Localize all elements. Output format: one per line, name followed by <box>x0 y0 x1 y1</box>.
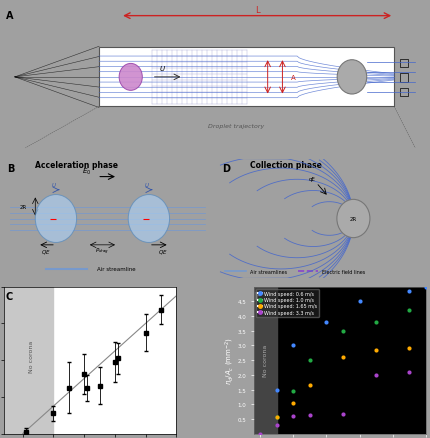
Text: D: D <box>222 163 230 173</box>
Circle shape <box>119 64 142 91</box>
Text: No corona: No corona <box>263 344 268 376</box>
Bar <box>400 60 408 68</box>
Text: $QE$: $QE$ <box>159 247 168 255</box>
Circle shape <box>35 195 77 243</box>
Circle shape <box>337 60 367 95</box>
Text: Collection phase: Collection phase <box>250 161 322 170</box>
Text: qE: qE <box>309 177 316 182</box>
Text: C: C <box>6 291 13 301</box>
Text: 2R: 2R <box>350 216 357 222</box>
Text: $E_0$: $E_0$ <box>82 166 91 177</box>
Text: $U$: $U$ <box>144 181 150 189</box>
Text: $P_{drag}$: $P_{drag}$ <box>95 246 109 256</box>
Bar <box>99 48 394 107</box>
Y-axis label: $\eta_d / A_c$ (mm$^{-2}$): $\eta_d / A_c$ (mm$^{-2}$) <box>224 336 236 384</box>
Text: No corona: No corona <box>29 339 34 372</box>
Text: A: A <box>291 75 295 81</box>
Legend: Wind speed: 0.6 m/s, Wind speed: 1.0 m/s, Wind speed: 1.65 m/s, Wind speed: 3.3 : Wind speed: 0.6 m/s, Wind speed: 1.0 m/s… <box>256 290 319 317</box>
Text: 2R: 2R <box>20 205 27 209</box>
Bar <box>254 287 277 434</box>
Text: $U$: $U$ <box>51 181 57 189</box>
Text: $QE$: $QE$ <box>41 247 50 255</box>
Text: Electric field lines: Electric field lines <box>322 269 366 274</box>
Text: Droplet trajectory: Droplet trajectory <box>208 124 264 129</box>
Text: E: E <box>255 291 261 301</box>
Text: Air streamline: Air streamline <box>97 267 136 272</box>
Bar <box>400 88 408 97</box>
Text: Acceleration phase: Acceleration phase <box>35 161 118 170</box>
Text: L: L <box>255 6 259 15</box>
Text: $U$: $U$ <box>159 64 166 72</box>
Text: Air streamlines: Air streamlines <box>250 269 287 274</box>
Circle shape <box>337 200 370 238</box>
Bar <box>400 74 408 83</box>
Bar <box>4 287 53 434</box>
Text: B: B <box>7 163 15 173</box>
Circle shape <box>128 195 169 243</box>
Text: A: A <box>6 11 14 21</box>
